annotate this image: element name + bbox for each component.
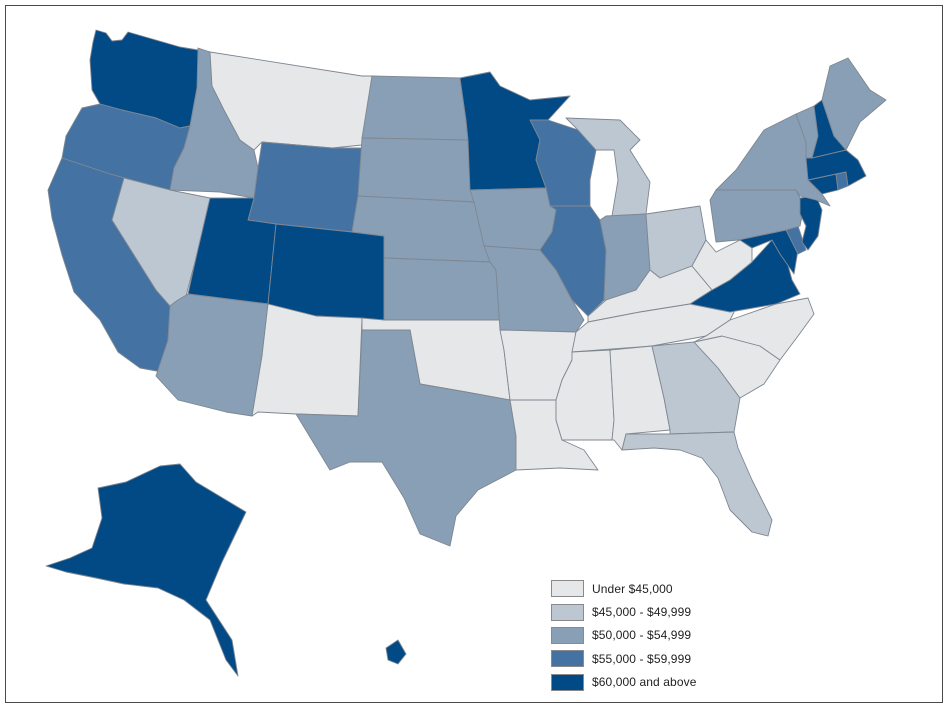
legend-swatch [551, 673, 584, 691]
state-north-carolina [693, 297, 815, 361]
legend-label: Under $45,000 [592, 581, 673, 596]
state-hawaii [385, 639, 407, 665]
legend-label: $45,000 - $49,999 [592, 605, 692, 620]
state-south-dakota [357, 137, 475, 203]
legend-swatch [551, 650, 584, 668]
state-massachusetts [805, 149, 867, 187]
state-wyoming [247, 141, 363, 233]
legend-item: Under $45,000 [551, 577, 751, 600]
state-texas [295, 329, 517, 547]
state-maine [821, 57, 887, 151]
legend-label: $50,000 - $54,999 [592, 628, 692, 643]
state-kansas [383, 257, 501, 321]
state-iowa [469, 187, 557, 251]
legend-swatch [551, 580, 584, 598]
state-illinois [539, 205, 607, 317]
legend-item: $60,000 and above [551, 671, 751, 694]
state-new-jersey [799, 195, 823, 251]
state-alaska [45, 463, 247, 677]
legend-label: $55,000 - $59,999 [592, 651, 692, 666]
state-north-dakota [361, 75, 469, 141]
state-new-mexico [251, 303, 363, 417]
legend-item: $55,000 - $59,999 [551, 647, 751, 670]
legend: Under $45,000 $45,000 - $49,999 $50,000 - … [551, 577, 751, 694]
legend-swatch [551, 626, 584, 644]
state-arizona [155, 293, 269, 417]
legend-item: $50,000 - $54,999 [551, 624, 751, 647]
state-colorado [267, 223, 385, 321]
state-florida [621, 431, 773, 537]
legend-item: $45,000 - $49,999 [551, 600, 751, 623]
legend-label: $60,000 and above [592, 675, 697, 690]
legend-swatch [551, 603, 584, 621]
